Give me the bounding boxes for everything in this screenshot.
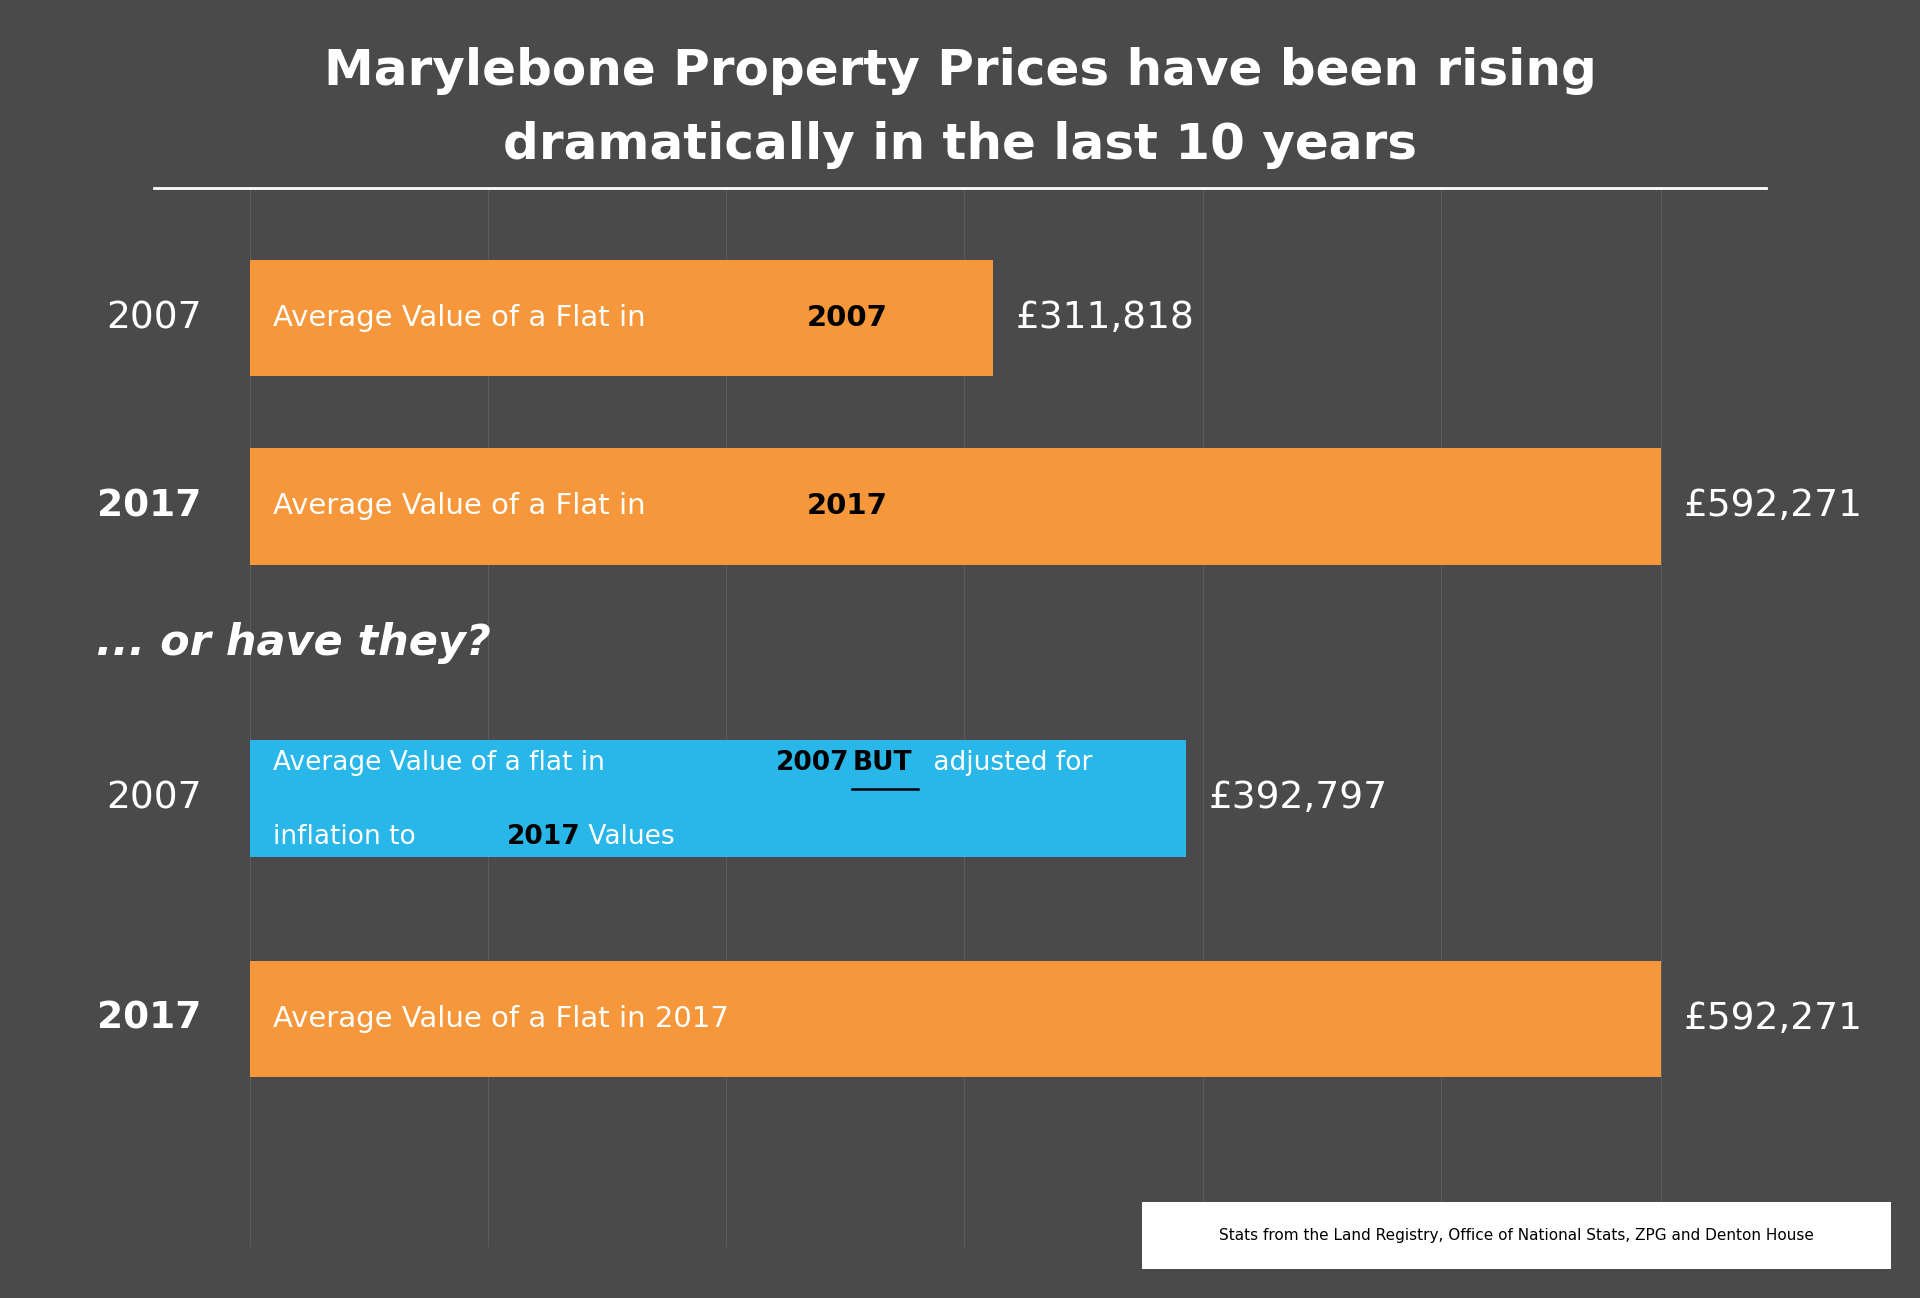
Text: 2007: 2007 [776, 750, 849, 776]
Text: adjusted for: adjusted for [925, 750, 1092, 776]
Text: BUT: BUT [852, 750, 912, 776]
Text: Values: Values [580, 824, 674, 850]
Text: 2007: 2007 [806, 304, 887, 332]
FancyBboxPatch shape [250, 260, 993, 376]
FancyBboxPatch shape [250, 740, 1185, 857]
Text: 2017: 2017 [507, 824, 580, 850]
FancyBboxPatch shape [1142, 1202, 1891, 1269]
Text: Average Value of a Flat in: Average Value of a Flat in [273, 304, 655, 332]
Text: £592,271: £592,271 [1684, 488, 1862, 524]
Text: Stats from the Land Registry, Office of National Stats, ZPG and Denton House: Stats from the Land Registry, Office of … [1219, 1228, 1814, 1243]
Text: Marylebone Property Prices have been rising: Marylebone Property Prices have been ris… [324, 48, 1596, 95]
Text: 2017: 2017 [98, 488, 202, 524]
Text: 2017: 2017 [98, 1001, 202, 1037]
Text: £311,818: £311,818 [1016, 300, 1194, 336]
Text: 2007: 2007 [106, 300, 202, 336]
FancyBboxPatch shape [250, 448, 1661, 565]
FancyBboxPatch shape [250, 961, 1661, 1077]
Text: 2017: 2017 [806, 492, 887, 520]
Text: dramatically in the last 10 years: dramatically in the last 10 years [503, 122, 1417, 169]
Text: £392,797: £392,797 [1208, 780, 1388, 816]
Text: Average Value of a flat in: Average Value of a flat in [273, 750, 612, 776]
Text: Average Value of a Flat in: Average Value of a Flat in [273, 492, 655, 520]
Text: 2007: 2007 [106, 780, 202, 816]
Text: inflation to: inflation to [273, 824, 424, 850]
Text: Average Value of a Flat in 2017: Average Value of a Flat in 2017 [273, 1005, 728, 1033]
Text: ... or have they?: ... or have they? [96, 622, 492, 663]
Text: £592,271: £592,271 [1684, 1001, 1862, 1037]
